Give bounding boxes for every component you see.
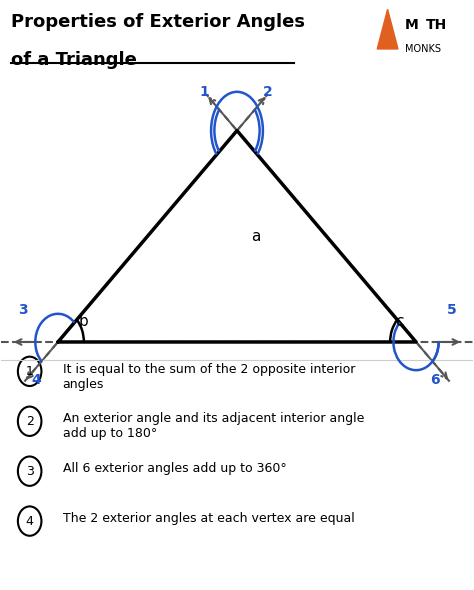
Text: 4: 4 xyxy=(32,373,42,387)
Text: 1: 1 xyxy=(26,365,34,378)
Text: 2: 2 xyxy=(26,415,34,428)
Text: Properties of Exterior Angles: Properties of Exterior Angles xyxy=(11,13,305,31)
Text: 5: 5 xyxy=(447,303,456,317)
Text: It is equal to the sum of the 2 opposite interior
angles: It is equal to the sum of the 2 opposite… xyxy=(63,362,355,391)
Text: An exterior angle and its adjacent interior angle
add up to 180°: An exterior angle and its adjacent inter… xyxy=(63,412,364,441)
Text: a: a xyxy=(251,229,261,244)
Text: c: c xyxy=(395,314,404,329)
Text: 4: 4 xyxy=(26,514,34,527)
Text: 2: 2 xyxy=(263,86,273,99)
Text: of a Triangle: of a Triangle xyxy=(11,51,137,69)
Text: 3: 3 xyxy=(26,465,34,478)
Text: All 6 exterior angles add up to 360°: All 6 exterior angles add up to 360° xyxy=(63,463,286,476)
Text: b: b xyxy=(79,314,89,329)
Text: 3: 3 xyxy=(18,303,27,317)
Text: The 2 exterior angles at each vertex are equal: The 2 exterior angles at each vertex are… xyxy=(63,512,355,525)
Text: 6: 6 xyxy=(430,373,440,387)
Text: 1: 1 xyxy=(199,86,209,99)
